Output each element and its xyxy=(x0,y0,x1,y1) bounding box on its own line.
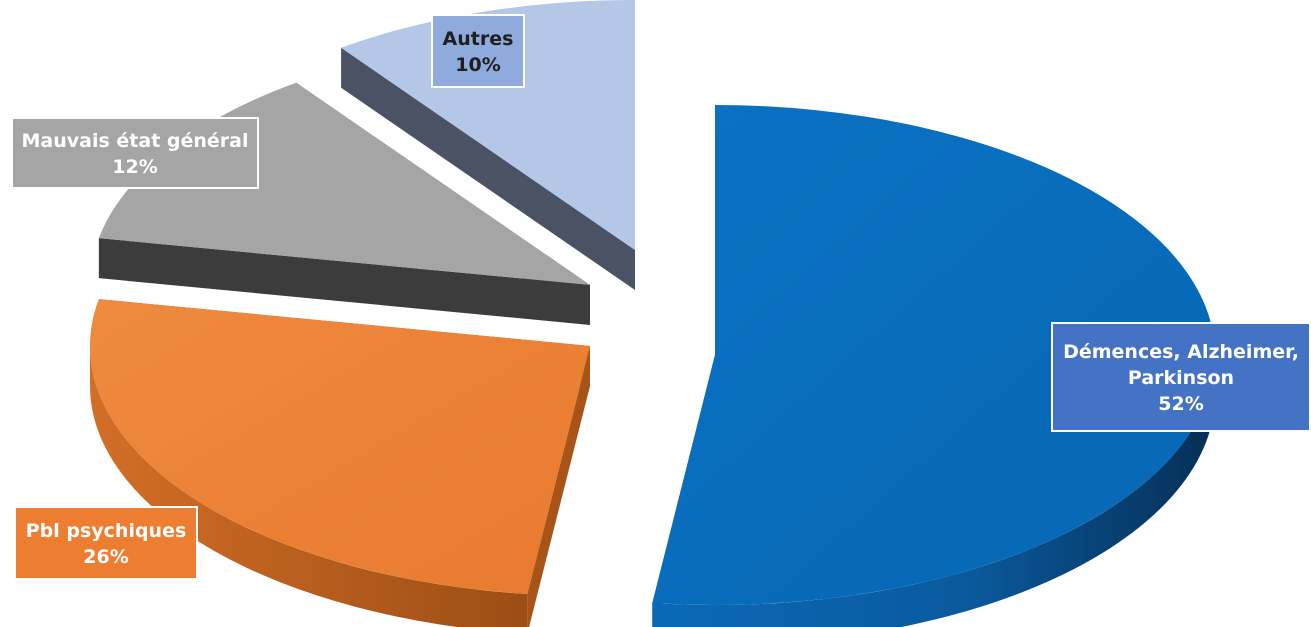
pie-slice-top xyxy=(341,0,635,250)
data-label-category: Parkinson xyxy=(1128,367,1234,389)
pie-slice-rim xyxy=(652,355,1215,627)
data-label-category: Démences, Alzheimer, xyxy=(1063,341,1299,363)
pie-slices xyxy=(89,0,1215,627)
pie-slice-wall xyxy=(527,346,590,627)
pie-slice-rim xyxy=(90,346,528,627)
data-label: Démences, Alzheimer, Parkinson 52% xyxy=(1051,322,1311,432)
pie-slice-wall xyxy=(341,47,635,290)
data-label-value: 52% xyxy=(1158,393,1203,415)
pie-slice xyxy=(89,299,591,627)
data-label-box xyxy=(14,506,198,580)
pie-slice-top xyxy=(652,105,1215,605)
data-label: Pbl psychiques 26% xyxy=(14,506,198,580)
pie-slice xyxy=(652,105,1215,627)
data-label-value: 10% xyxy=(455,54,500,76)
data-label-box xyxy=(1051,322,1311,432)
data-label-value: 26% xyxy=(83,546,128,568)
pie-slice-wall xyxy=(98,238,590,325)
data-label-value: 12% xyxy=(112,156,157,178)
data-label: Autres 10% xyxy=(431,14,525,88)
data-label-box xyxy=(431,14,525,88)
data-labels: Démences, Alzheimer, Parkinson 52% Pbl psyc… xyxy=(11,14,1311,580)
data-label-category: Mauvais état général xyxy=(22,130,249,152)
data-label-box xyxy=(11,117,259,189)
pie-slice-top xyxy=(89,299,591,595)
data-label: Mauvais état général 12% xyxy=(11,117,259,189)
data-label-category: Pbl psychiques xyxy=(26,520,187,542)
data-label-category: Autres xyxy=(443,28,514,50)
pie-slice xyxy=(341,0,635,290)
